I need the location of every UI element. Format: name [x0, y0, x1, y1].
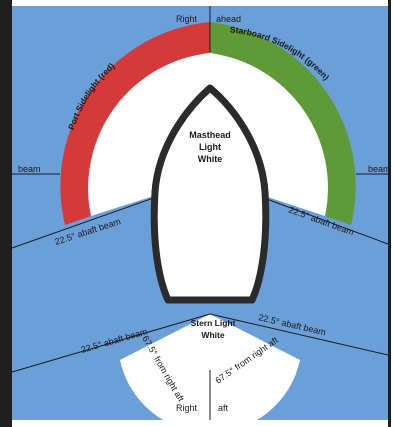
right-aft-label-bottom: Right: [176, 403, 198, 413]
port-sidelight-sector: [60, 22, 210, 225]
boat-hull: [150, 84, 270, 304]
stern-label-line2: White: [201, 330, 224, 340]
aft-label: aft: [218, 403, 229, 413]
stern-label-line1: Stern Light: [191, 318, 236, 328]
right-frame-bar: [388, 0, 391, 427]
starboard-sidelight-sector: [210, 22, 356, 225]
beam-label-left: beam: [18, 164, 41, 174]
masthead-label-line2: Light: [199, 142, 221, 152]
ahead-label: ahead: [216, 14, 241, 24]
beam-label-right: beam: [368, 164, 391, 174]
left-frame-bar: [0, 0, 12, 427]
right-ahead-label-right: Right: [176, 14, 198, 24]
masthead-label-line1: Masthead: [189, 130, 231, 140]
masthead-label-line3: White: [198, 154, 223, 164]
